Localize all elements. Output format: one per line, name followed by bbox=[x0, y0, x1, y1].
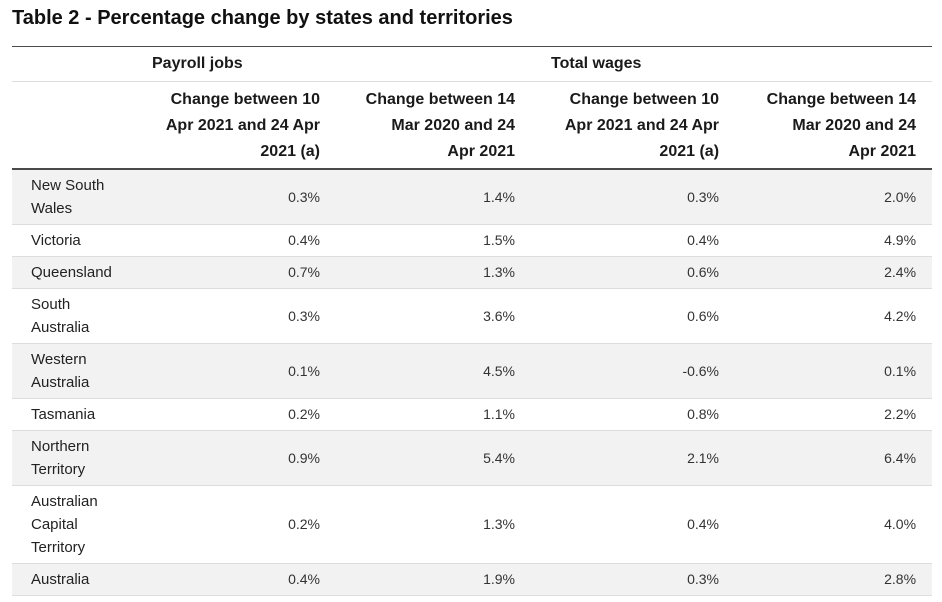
value-cell: 2.2% bbox=[731, 398, 933, 431]
value-cell: 0.4% bbox=[142, 224, 332, 257]
value-cell: 4.2% bbox=[731, 288, 933, 344]
value-cell: 0.9% bbox=[142, 430, 332, 486]
column-header: Change between 14 Mar 2020 and 24 Apr 20… bbox=[731, 81, 933, 170]
value-cell: 1.4% bbox=[332, 169, 528, 225]
value-cell: 6.4% bbox=[731, 430, 933, 486]
table-header: Payroll jobs Total wages Change between … bbox=[12, 46, 933, 170]
value-cell: 0.1% bbox=[731, 343, 933, 399]
value-cell: 0.3% bbox=[142, 288, 332, 344]
table-row: New South Wales 0.3% 1.4% 0.3% 2.0% bbox=[12, 169, 933, 225]
column-header-label: Change between 10 Apr 2021 and 24 Apr 20… bbox=[165, 91, 320, 160]
value-cell: 0.1% bbox=[142, 343, 332, 399]
column-header-label: Change between 14 Mar 2020 and 24 Apr 20… bbox=[766, 91, 917, 160]
column-header-label: Change between 14 Mar 2020 and 24 Apr 20… bbox=[365, 91, 516, 160]
row-label: South Australia bbox=[12, 288, 142, 344]
table-row: Northern Territory 0.9% 5.4% 2.1% 6.4% bbox=[12, 430, 933, 486]
column-header: Change between 10 Apr 2021 and 24 Apr 20… bbox=[527, 81, 732, 170]
value-cell: 2.1% bbox=[527, 430, 732, 486]
value-cell: 0.3% bbox=[527, 169, 732, 225]
empty-label-header bbox=[12, 81, 142, 170]
group-header-payroll: Payroll jobs bbox=[142, 46, 528, 82]
table-row: Queensland 0.7% 1.3% 0.6% 2.4% bbox=[12, 256, 933, 289]
group-header-row: Payroll jobs Total wages bbox=[12, 46, 933, 82]
value-cell: 0.4% bbox=[527, 485, 732, 564]
table-body: New South Wales 0.3% 1.4% 0.3% 2.0% Vict… bbox=[12, 169, 933, 596]
value-cell: 0.2% bbox=[142, 485, 332, 564]
page-title: Table 2 - Percentage change by states an… bbox=[12, 7, 513, 29]
row-label: Queensland bbox=[12, 256, 142, 289]
value-cell: 0.4% bbox=[142, 563, 332, 596]
row-label: Australian Capital Territory bbox=[12, 485, 142, 564]
data-table: Payroll jobs Total wages Change between … bbox=[12, 46, 933, 596]
value-cell: 1.3% bbox=[332, 256, 528, 289]
row-label: Tasmania bbox=[12, 398, 142, 431]
value-cell: 5.4% bbox=[332, 430, 528, 486]
value-cell: 0.2% bbox=[142, 398, 332, 431]
value-cell: 1.9% bbox=[332, 563, 528, 596]
value-cell: 1.5% bbox=[332, 224, 528, 257]
value-cell: 2.8% bbox=[731, 563, 933, 596]
value-cell: 0.4% bbox=[527, 224, 732, 257]
table-row: South Australia 0.3% 3.6% 0.6% 4.2% bbox=[12, 288, 933, 344]
column-header: Change between 10 Apr 2021 and 24 Apr 20… bbox=[142, 81, 332, 170]
row-label: New South Wales bbox=[12, 169, 142, 225]
table-row: Victoria 0.4% 1.5% 0.4% 4.9% bbox=[12, 224, 933, 257]
value-cell: 1.3% bbox=[332, 485, 528, 564]
row-label: Victoria bbox=[12, 224, 142, 257]
value-cell: 2.4% bbox=[731, 256, 933, 289]
row-label: Northern Territory bbox=[12, 430, 142, 486]
column-header-row: Change between 10 Apr 2021 and 24 Apr 20… bbox=[12, 81, 933, 170]
column-header-label: Change between 10 Apr 2021 and 24 Apr 20… bbox=[564, 91, 720, 160]
value-cell: -0.6% bbox=[527, 343, 732, 399]
row-label: Australia bbox=[12, 563, 142, 596]
empty-corner-cell bbox=[12, 46, 142, 82]
value-cell: 0.6% bbox=[527, 256, 732, 289]
group-header-wages: Total wages bbox=[527, 46, 933, 82]
value-cell: 0.3% bbox=[142, 169, 332, 225]
value-cell: 0.7% bbox=[142, 256, 332, 289]
value-cell: 4.5% bbox=[332, 343, 528, 399]
value-cell: 1.1% bbox=[332, 398, 528, 431]
row-label: Western Australia bbox=[12, 343, 142, 399]
table-row: Australia 0.4% 1.9% 0.3% 2.8% bbox=[12, 563, 933, 596]
table-row: Western Australia 0.1% 4.5% -0.6% 0.1% bbox=[12, 343, 933, 399]
column-header: Change between 14 Mar 2020 and 24 Apr 20… bbox=[332, 81, 528, 170]
value-cell: 0.6% bbox=[527, 288, 732, 344]
value-cell: 3.6% bbox=[332, 288, 528, 344]
value-cell: 4.9% bbox=[731, 224, 933, 257]
value-cell: 2.0% bbox=[731, 169, 933, 225]
value-cell: 0.3% bbox=[527, 563, 732, 596]
table-row: Australian Capital Territory 0.2% 1.3% 0… bbox=[12, 485, 933, 564]
value-cell: 4.0% bbox=[731, 485, 933, 564]
table-row: Tasmania 0.2% 1.1% 0.8% 2.2% bbox=[12, 398, 933, 431]
value-cell: 0.8% bbox=[527, 398, 732, 431]
